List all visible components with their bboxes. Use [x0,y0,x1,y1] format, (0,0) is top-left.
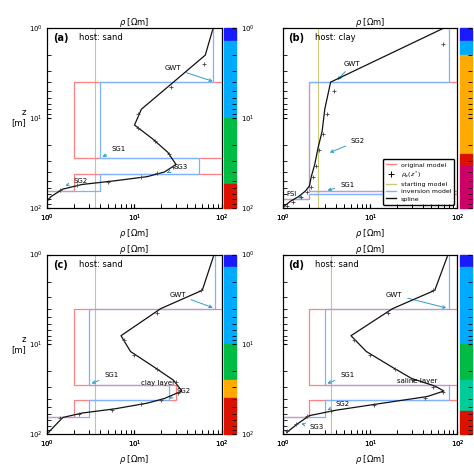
Bar [224,267,236,345]
Text: SG1: SG1 [92,372,118,383]
Text: saline layer: saline layer [397,378,437,384]
X-axis label: $\rho$ [$\Omega$m]: $\rho$ [$\Omega$m] [119,453,150,466]
Text: SG3: SG3 [168,164,188,172]
Text: clay layer: clay layer [141,380,175,386]
Text: FSI: FSI [287,191,302,198]
X-axis label: $\rho$ [$\Omega$m]: $\rho$ [$\Omega$m] [355,453,385,466]
Bar [460,255,472,267]
Bar [224,28,236,41]
Text: (c): (c) [53,260,67,270]
Bar [224,398,236,434]
X-axis label: $\rho$ [$\Omega$m]: $\rho$ [$\Omega$m] [119,16,150,29]
Text: (d): (d) [289,260,304,270]
Text: GWT: GWT [386,292,445,308]
Text: GWT: GWT [169,292,212,308]
Text: SG1: SG1 [328,182,355,191]
Bar [224,184,236,208]
X-axis label: $\rho$ [$\Omega$m]: $\rho$ [$\Omega$m] [355,243,385,256]
Text: host: sand: host: sand [79,34,122,42]
Text: host: sand: host: sand [315,260,358,269]
Y-axis label: z
[m]: z [m] [11,335,26,354]
Text: SG2: SG2 [331,138,365,152]
Bar [460,41,472,55]
Text: GWT: GWT [338,61,361,79]
Text: SG2: SG2 [328,401,350,410]
Bar [460,411,472,434]
X-axis label: $\rho$ [$\Omega$m]: $\rho$ [$\Omega$m] [355,16,385,29]
Bar [460,345,472,380]
Text: (b): (b) [289,34,305,43]
X-axis label: $\rho$ [$\Omega$m]: $\rho$ [$\Omega$m] [119,227,150,240]
X-axis label: $\rho$ [$\Omega$m]: $\rho$ [$\Omega$m] [119,243,150,256]
Text: SG2: SG2 [170,388,190,398]
Bar [460,154,472,166]
Text: FSI: FSI [0,466,1,467]
Text: host: sand: host: sand [79,260,122,269]
Bar [460,55,472,154]
Bar [460,28,472,41]
Text: host: clay: host: clay [315,34,355,42]
Bar [460,166,472,208]
Bar [224,255,236,267]
Text: SG2: SG2 [66,178,88,186]
Text: SG1: SG1 [103,146,126,156]
Text: SG1: SG1 [328,372,355,383]
Bar [224,345,236,380]
Legend: original model, $\rho_a(z^*)$, starting model, inversion model, spline: original model, $\rho_a(z^*)$, starting … [383,159,454,205]
Bar [224,118,236,184]
Text: FSI: FSI [0,466,1,467]
Bar [224,41,236,118]
X-axis label: $\rho$ [$\Omega$m]: $\rho$ [$\Omega$m] [355,227,385,240]
Text: SG3: SG3 [302,423,324,430]
Text: GWT: GWT [164,65,212,81]
Text: FSI: FSI [0,466,1,467]
Bar [460,380,472,411]
Y-axis label: z
[m]: z [m] [11,108,26,127]
Bar [460,267,472,345]
Text: (a): (a) [53,34,68,43]
Bar [224,380,236,398]
